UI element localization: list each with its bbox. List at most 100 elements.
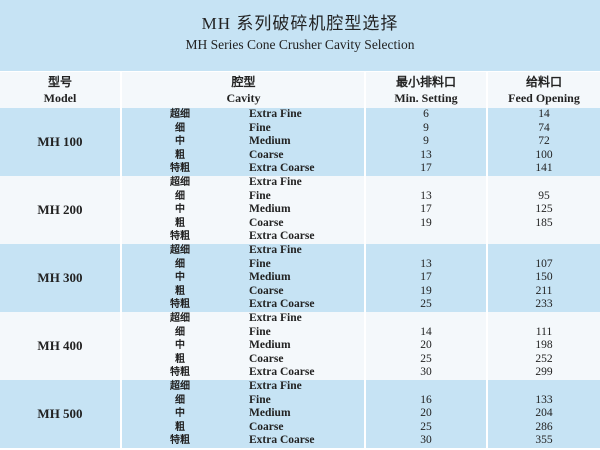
cavity-cn: 细 [175,258,185,270]
min-setting: 9 [423,121,429,134]
cavity-cn: 粗 [175,285,185,297]
cavity-en: Extra Coarse [249,366,315,379]
min-setting: 30 [420,366,432,379]
feed-opening: 286 [535,420,553,433]
table-row: 粗 Coarse 19 185 [0,217,600,231]
cavity-cn: 细 [175,190,185,202]
feed-opening: 299 [535,366,553,379]
feed-opening: 233 [535,298,553,311]
min-setting: 20 [420,339,432,352]
cavity-en: Coarse [249,148,284,161]
table-row: 特粗 Extra Coarse [0,230,600,244]
header-cavity-cn: 腔型 [231,75,256,89]
table-row: 超细 Extra Fine 6 14 [0,108,600,122]
cavity-en: Extra Fine [249,380,302,392]
model-name: MH 500 [37,406,83,421]
cavity-cn: 中 [175,408,185,420]
table-row: 特粗 Extra Coarse 30 299 [0,366,600,380]
feed-opening: 125 [535,203,553,216]
cavity-en: Extra Coarse [249,298,315,311]
cavity-cn: 粗 [175,421,185,433]
cavity-en: Extra Fine [249,108,302,120]
table-header: 型号 Model 腔型 Cavity 最小排料口 Min. Setting 给料… [0,72,600,108]
model-name: MH 300 [37,270,83,285]
table-row: 粗 Coarse 25 252 [0,353,600,367]
min-setting: 13 [420,257,432,270]
table-row: 细 Fine 14 111 [0,326,600,340]
cavity-cn: 特粗 [170,435,190,447]
table-row: 中 Medium 17 125 [0,203,600,217]
cavity-en: Fine [249,325,271,338]
cavity-en: Coarse [249,284,284,297]
cavity-cn: 细 [175,394,185,406]
table-row: 特粗 Extra Coarse 25 233 [0,298,600,312]
feed-opening: 185 [535,216,553,229]
cavity-cn: 粗 [175,217,185,229]
feed-opening: 211 [535,284,553,297]
model-group: MH 500 超细 Extra Fine 细 Fine 16 133 中 Medium 20 204… [0,380,600,448]
min-setting: 17 [420,203,432,216]
cavity-en: Fine [249,257,271,270]
column-divider [364,72,366,450]
table-row: 中 Medium 17 150 [0,271,600,285]
min-setting: 25 [420,298,432,311]
model-group: MH 400 超细 Extra Fine 细 Fine 14 111 中 Medium 20 198… [0,312,600,380]
title-band: MH 系列破碎机腔型选择 MH Series Cone Crusher Cavi… [0,0,600,71]
feed-opening: 150 [535,271,553,284]
cavity-cn: 粗 [175,353,185,365]
feed-opening: 107 [535,257,553,270]
cavity-cn: 中 [175,272,185,284]
cavity-cn: 细 [175,326,185,338]
min-setting: 17 [420,162,432,175]
column-divider [120,72,122,450]
model-group: MH 300 超细 Extra Fine 细 Fine 13 107 中 Medium 17 150… [0,244,600,312]
header-cavity-en: Cavity [226,91,261,105]
cavity-cn: 特粗 [170,163,190,175]
feed-opening: 204 [535,407,553,420]
cavity-cn: 细 [175,122,185,134]
model-name: MH 200 [37,202,83,217]
column-divider [486,72,488,450]
table-row: 细 Fine 9 74 [0,122,600,136]
cavity-en: Medium [249,203,291,216]
cavity-cn: 超细 [170,109,190,120]
feed-opening: 141 [535,162,553,175]
feed-opening: 133 [535,393,553,406]
table-row: 细 Fine 13 95 [0,190,600,204]
table-row: 中 Medium 9 72 [0,135,600,149]
cavity-en: Extra Fine [249,176,302,188]
table-row: 中 Medium 20 198 [0,339,600,353]
cavity-en: Medium [249,271,291,284]
cavity-cn: 中 [175,204,185,216]
min-setting: 19 [420,284,432,297]
cavity-en: Fine [249,393,271,406]
min-setting: 25 [420,420,432,433]
cavity-en: Medium [249,407,291,420]
table-row: 超细 Extra Fine [0,244,600,258]
feed-opening: 95 [538,189,550,202]
min-setting: 9 [423,135,429,148]
cavity-cn: 超细 [170,177,190,188]
min-setting: 30 [420,434,432,447]
cavity-en: Extra Coarse [249,230,315,243]
min-setting: 20 [420,407,432,420]
feed-opening: 252 [535,352,553,365]
cavity-cn: 超细 [170,381,190,392]
min-setting: 14 [420,325,432,338]
model-name: MH 400 [37,338,83,353]
table-row: 超细 Extra Fine [0,312,600,326]
cavity-en: Fine [249,121,271,134]
cavity-en: Extra Fine [249,244,302,256]
table-row: 特粗 Extra Coarse 17 141 [0,162,600,176]
cavity-en: Coarse [249,216,284,229]
feed-opening: 72 [538,135,550,148]
table-row: 细 Fine 13 107 [0,258,600,272]
table-row: 粗 Coarse 25 286 [0,421,600,435]
cavity-cn: 特粗 [170,299,190,311]
feed-opening: 14 [538,108,550,120]
header-feed-opening-en: Feed Opening [508,91,580,105]
table-row: 细 Fine 16 133 [0,394,600,408]
cavity-en: Coarse [249,352,284,365]
cavity-cn: 特粗 [170,367,190,379]
cavity-en: Medium [249,339,291,352]
